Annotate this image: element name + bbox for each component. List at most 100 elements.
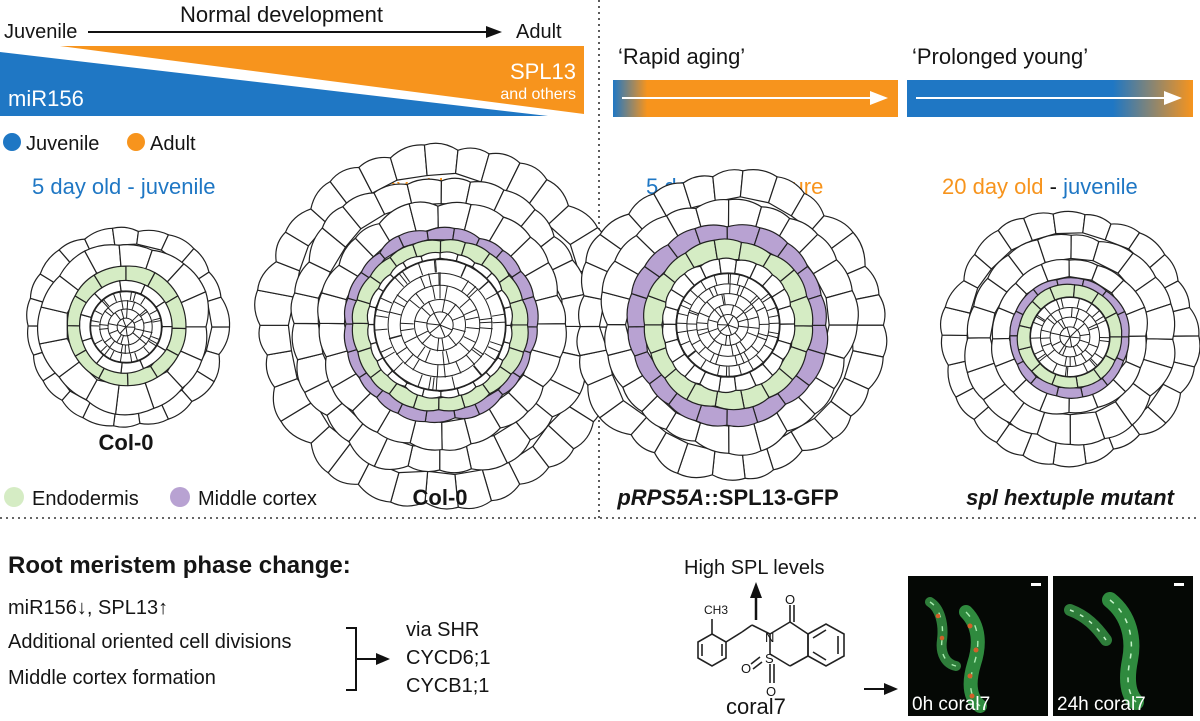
stele-wall	[107, 306, 115, 315]
atom-o-top: O	[785, 592, 795, 607]
stele-wall	[152, 317, 162, 321]
stele-wall	[760, 292, 770, 301]
stele-wall	[132, 332, 141, 339]
stele-wall	[1092, 310, 1101, 318]
stele-wall	[125, 326, 128, 336]
epidermis	[26, 226, 231, 428]
stele-wall	[729, 273, 732, 284]
panel1-caption: 5 day old - juvenile	[32, 174, 215, 199]
panel1-stage: juvenile	[140, 174, 216, 199]
micrograph-0h: 0h coral7	[908, 576, 1048, 716]
stele-ring	[1059, 326, 1081, 348]
stele-wall	[766, 306, 778, 312]
stele-wall	[379, 297, 393, 304]
cell	[789, 295, 814, 327]
panel1-sep: -	[121, 174, 141, 199]
stele-wall	[140, 296, 146, 305]
stele-wall	[472, 365, 483, 377]
stele-wall	[699, 359, 707, 370]
and-others-label: and others	[500, 86, 576, 103]
stele-wall	[416, 330, 429, 338]
cell	[1016, 324, 1033, 351]
stele-wall	[1090, 358, 1099, 367]
panel4-stage: juvenile	[1062, 174, 1138, 199]
stele-wall	[119, 291, 122, 301]
juvenile-label: Juvenile	[4, 21, 77, 43]
stele-wall	[735, 344, 741, 355]
stele-wall	[479, 280, 490, 291]
mir156-wedge	[0, 52, 548, 116]
stele-wall	[700, 280, 707, 290]
cell	[1143, 303, 1176, 340]
stele-wall	[134, 328, 144, 332]
panel1-genotype: Col-0	[99, 430, 154, 455]
cell	[179, 291, 210, 328]
stele-wall	[718, 344, 723, 355]
cell	[718, 257, 738, 275]
stele-wall	[148, 340, 157, 347]
stele-wall	[756, 335, 767, 341]
stele-wall	[1087, 323, 1098, 329]
stele-wall	[428, 273, 432, 287]
stele-wall	[460, 264, 468, 277]
cell	[1171, 306, 1200, 337]
pericycle	[78, 279, 173, 374]
stele-wall	[116, 334, 122, 343]
stele-wall	[103, 348, 110, 356]
prolonged-young-arrow-head	[1164, 91, 1182, 105]
stele-wall	[689, 289, 698, 298]
stele-wall	[400, 322, 414, 325]
stele-wall	[479, 317, 493, 321]
stele-wall	[1076, 344, 1084, 353]
stele-wall	[756, 354, 765, 364]
stele-wall	[392, 361, 404, 373]
stele-wall	[1049, 314, 1058, 323]
stele-wall	[444, 285, 448, 300]
endodermis-legend-dot	[4, 487, 24, 507]
stele-wall	[738, 365, 743, 376]
stele-wall	[715, 354, 720, 365]
stele-wall	[151, 335, 160, 341]
stele-wall	[686, 350, 696, 358]
stele-wall	[417, 374, 423, 388]
cell	[206, 296, 231, 328]
stele-wall	[677, 312, 688, 317]
stele-wall	[1036, 314, 1046, 321]
stele-wall	[479, 321, 493, 324]
stele-wall	[447, 303, 457, 315]
stele-wall	[699, 312, 710, 318]
stele-wall	[93, 309, 103, 315]
stele-wall	[139, 308, 147, 316]
panel2-genotype: Col-0	[413, 485, 468, 510]
stele-wall	[128, 344, 131, 354]
middle-cortex-legend-dot	[170, 487, 190, 507]
stele-wall	[734, 332, 743, 341]
mir156-label: miR156	[8, 86, 84, 111]
stele-ring	[90, 291, 162, 363]
stele-wall	[696, 322, 708, 325]
cell	[713, 238, 743, 261]
stele-wall	[99, 328, 109, 330]
stele-wall	[708, 287, 715, 298]
stele-wall	[713, 274, 718, 286]
panel4-days: 20 day old	[942, 174, 1044, 199]
stele-wall	[1060, 334, 1071, 338]
stele-wall	[126, 300, 129, 310]
stele-wall	[436, 338, 440, 352]
middle-cortex	[343, 226, 539, 424]
stele-wall	[455, 361, 462, 374]
bracket	[346, 627, 357, 691]
stele-ring	[707, 304, 749, 346]
cortex-formation-line: Middle cortex formation	[8, 667, 216, 689]
stele-wall	[108, 323, 118, 326]
stele-ring	[107, 308, 145, 346]
stele-wall	[729, 283, 731, 294]
stele-wall	[1064, 356, 1067, 367]
stele-wall	[426, 323, 441, 326]
stele-wall	[768, 314, 780, 318]
stele-wall	[451, 376, 456, 390]
stele-wall	[735, 311, 745, 319]
stele-wall	[109, 350, 115, 360]
stele-wall	[420, 306, 431, 317]
stele-wall	[436, 364, 439, 378]
